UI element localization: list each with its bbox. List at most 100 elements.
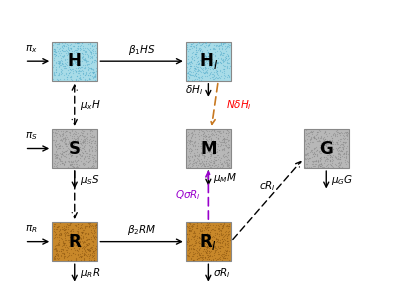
Point — [82, 143, 88, 148]
Point — [63, 148, 70, 153]
Point — [314, 131, 320, 136]
Point — [188, 257, 194, 262]
Point — [197, 228, 204, 233]
Point — [78, 222, 84, 227]
Point — [305, 159, 312, 164]
Point — [194, 69, 200, 73]
Point — [205, 50, 212, 54]
Point — [224, 151, 230, 156]
Point — [224, 160, 230, 165]
Point — [84, 78, 90, 82]
Point — [330, 146, 336, 151]
Point — [316, 128, 322, 133]
Point — [86, 240, 93, 245]
Point — [219, 164, 225, 169]
Point — [317, 164, 323, 169]
Point — [221, 137, 227, 141]
Point — [55, 128, 61, 133]
Point — [92, 141, 99, 146]
Point — [79, 65, 85, 69]
Point — [201, 163, 208, 168]
Point — [192, 66, 199, 71]
Point — [226, 45, 233, 49]
Point — [59, 70, 65, 75]
Point — [53, 145, 60, 150]
Point — [198, 132, 205, 137]
Point — [196, 61, 202, 66]
Point — [304, 150, 311, 155]
Point — [219, 46, 225, 51]
Point — [59, 250, 65, 255]
Point — [202, 53, 208, 58]
Point — [198, 61, 204, 66]
Point — [217, 129, 223, 134]
Point — [198, 251, 204, 256]
Point — [192, 154, 198, 158]
Point — [329, 150, 335, 155]
Point — [77, 133, 83, 138]
Point — [89, 48, 95, 53]
Point — [93, 221, 99, 226]
Point — [69, 233, 75, 238]
Point — [220, 67, 226, 71]
Point — [316, 149, 323, 154]
Point — [209, 132, 216, 137]
Point — [202, 74, 209, 78]
Point — [76, 151, 82, 156]
Point — [213, 163, 219, 168]
Point — [217, 69, 223, 74]
Point — [77, 258, 84, 263]
Point — [59, 144, 65, 149]
Point — [213, 69, 219, 74]
Point — [318, 134, 324, 138]
Point — [57, 48, 63, 53]
Point — [222, 47, 229, 52]
Point — [224, 160, 231, 165]
Point — [90, 70, 97, 75]
Point — [52, 161, 58, 166]
Point — [82, 149, 89, 154]
Point — [340, 151, 346, 156]
Point — [219, 225, 226, 230]
Point — [203, 242, 209, 247]
Point — [90, 254, 96, 258]
Point — [192, 48, 199, 53]
Text: $\pi_R$: $\pi_R$ — [25, 223, 38, 235]
Point — [209, 234, 216, 238]
Point — [82, 57, 89, 61]
Point — [224, 64, 230, 69]
Point — [61, 44, 67, 49]
Point — [199, 235, 205, 239]
Point — [336, 149, 343, 154]
Point — [212, 54, 219, 59]
Point — [53, 156, 60, 161]
Point — [80, 146, 86, 151]
Point — [221, 44, 228, 48]
Point — [93, 54, 99, 59]
Point — [215, 73, 222, 78]
Point — [89, 43, 95, 48]
Point — [317, 139, 324, 143]
Point — [56, 70, 62, 75]
Point — [188, 223, 194, 228]
Point — [81, 133, 88, 138]
Point — [60, 150, 67, 154]
Point — [201, 129, 207, 134]
Point — [53, 226, 59, 231]
Point — [87, 246, 93, 250]
Point — [321, 131, 327, 135]
Point — [91, 43, 97, 48]
Point — [58, 253, 65, 258]
Point — [87, 128, 93, 132]
Point — [62, 136, 68, 141]
Point — [57, 154, 64, 159]
Point — [188, 255, 194, 260]
Point — [223, 248, 229, 253]
Point — [190, 160, 197, 165]
Point — [72, 247, 78, 252]
Point — [78, 137, 85, 141]
Point — [334, 132, 340, 137]
Point — [77, 45, 83, 50]
Point — [209, 246, 215, 251]
Point — [187, 226, 193, 230]
